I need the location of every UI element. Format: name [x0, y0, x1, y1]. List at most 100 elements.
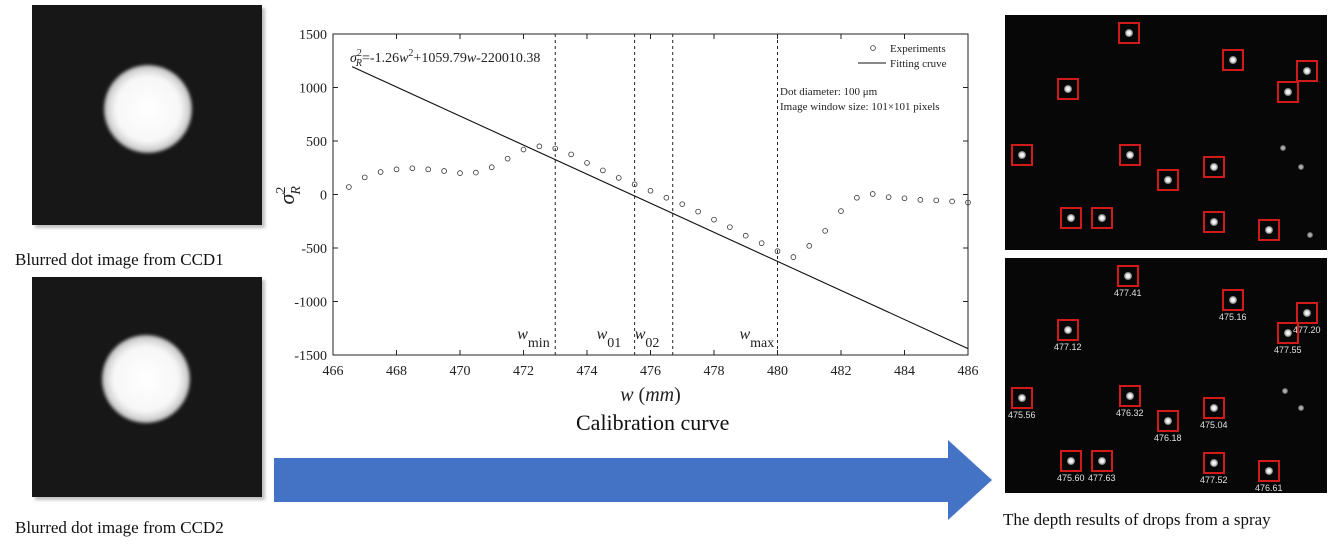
- detected-drop-box: [1060, 207, 1082, 229]
- detected-drop-box: [1222, 289, 1244, 311]
- detected-drop-box: [1057, 319, 1079, 341]
- drop-dot: [1018, 151, 1026, 159]
- legend-fitting: Fitting cruve: [890, 58, 947, 70]
- blurred-dot: [104, 65, 192, 153]
- experiment-point: [425, 166, 432, 173]
- calibration-caption: Calibration curve: [576, 410, 730, 435]
- vline-label-min: wmin: [517, 326, 549, 351]
- fitting-curve: [351, 66, 969, 350]
- experiment-point: [568, 151, 574, 158]
- x-tick-label: 466: [323, 364, 344, 379]
- experiment-point: [822, 228, 828, 234]
- x-tick-label: 472: [513, 364, 534, 379]
- vline-label-01: w01: [597, 326, 622, 351]
- experiment-point: [679, 201, 686, 207]
- experiment-point: [377, 169, 384, 175]
- detected-drop-box: [1258, 219, 1280, 241]
- drop-depth-label: 476.32: [1116, 408, 1144, 418]
- ccd1-caption: Blurred dot image from CCD1: [15, 250, 224, 269]
- experiment-point: [584, 160, 590, 166]
- drop-depth-label: 475.56: [1008, 410, 1036, 420]
- drop-dot: [1067, 457, 1075, 465]
- fit-equation: σ2 R=-1.26w2+1059.79w-220010.38: [350, 48, 540, 69]
- detected-drop-box: [1157, 169, 1179, 191]
- plot-frame: [332, 33, 969, 356]
- experiment-point: [441, 168, 447, 174]
- drop-dot: [1064, 85, 1072, 93]
- experiment-point: [615, 175, 622, 181]
- process-arrow-head: [948, 440, 992, 520]
- drop-dot: [1265, 226, 1273, 234]
- detected-drop-box: [1296, 60, 1318, 82]
- drop-dot: [1124, 272, 1132, 280]
- experiment-point: [457, 170, 463, 176]
- experiment-point: [695, 208, 701, 215]
- spray-drops-detected: [1005, 15, 1327, 250]
- drop-dot: [1303, 67, 1311, 75]
- experiment-point: [742, 232, 749, 239]
- detected-drop-box: [1203, 397, 1225, 419]
- detected-drop-box: [1277, 322, 1299, 344]
- experiment-point: [711, 216, 717, 223]
- x-tick-label: 476: [640, 364, 661, 379]
- vline-label-max: wmax: [740, 326, 775, 351]
- drop-depth-label: 477.41: [1114, 288, 1142, 298]
- experiment-point: [536, 143, 543, 150]
- legend-experiments: Experiments: [890, 43, 946, 55]
- detected-drop-box: [1203, 452, 1225, 474]
- y-tick-label: -500: [301, 242, 327, 257]
- drop-dot: [1303, 309, 1311, 317]
- drop-depth-label: 477.12: [1054, 342, 1082, 352]
- experiment-point: [663, 194, 670, 201]
- experiment-point: [647, 187, 654, 194]
- detected-drop-box: [1296, 302, 1318, 324]
- unboxed-drop-dot: [1298, 164, 1304, 170]
- ccd2-caption: Blurred dot image from CCD2: [15, 518, 224, 537]
- drop-depth-label: 477.63: [1088, 473, 1116, 483]
- detected-drop-box: [1060, 450, 1082, 472]
- annotation-dot-diameter: Dot diameter: 100 μm: [780, 86, 878, 98]
- experiment-point: [727, 224, 733, 230]
- drop-depth-label: 475.04: [1200, 420, 1228, 430]
- drop-dot: [1284, 329, 1292, 337]
- detected-drop-box: [1277, 81, 1299, 103]
- experiment-point: [774, 248, 781, 255]
- drop-dot: [1164, 417, 1172, 425]
- unboxed-drop-dot: [1282, 388, 1288, 394]
- experiment-point: [409, 165, 416, 172]
- experiment-point: [488, 164, 495, 171]
- drop-depth-label: 475.16: [1219, 312, 1247, 322]
- drop-dot: [1265, 467, 1273, 475]
- calibration-chart: 466 468 470 472 474 476 478 480 482 484 486 1500 100…: [274, 28, 979, 406]
- x-tick-label: 474: [577, 364, 598, 379]
- experiment-point: [901, 195, 908, 202]
- detected-drop-box: [1157, 410, 1179, 432]
- legend-experiments-marker: [870, 45, 876, 51]
- drop-depth-label: 476.18: [1154, 433, 1182, 443]
- drop-depth-label: 477.55: [1274, 345, 1302, 355]
- experiment-point: [885, 194, 892, 200]
- experiment-point: [758, 240, 765, 246]
- unboxed-drop-dot: [1307, 232, 1313, 238]
- y-tick-label: -1500: [294, 349, 327, 364]
- x-tick-label: 468: [386, 364, 407, 379]
- spray-drops-depth: 477.41 475.16 477.20 477.12 477.55 475.56 476.…: [1005, 258, 1327, 493]
- detected-drop-box: [1119, 385, 1141, 407]
- ccd1-dot-image: [32, 5, 262, 225]
- annotation-window-size: Image window size: 101×101 pixels: [780, 101, 940, 113]
- x-tick-label: 470: [450, 364, 471, 379]
- detected-drop-box: [1203, 211, 1225, 233]
- drop-dot: [1064, 326, 1072, 334]
- y-tick-label: 1000: [299, 82, 327, 97]
- y-tick-label: 1500: [299, 28, 327, 43]
- drop-dot: [1125, 29, 1133, 37]
- x-tick-label: 486: [958, 364, 979, 379]
- experiment-point: [631, 181, 638, 188]
- detected-drop-box: [1203, 156, 1225, 178]
- detected-drop-box: [1117, 265, 1139, 287]
- experiment-point: [806, 243, 813, 249]
- experiment-point: [473, 169, 479, 176]
- unboxed-drop-dot: [1280, 145, 1286, 151]
- unboxed-drop-dot: [1298, 405, 1304, 411]
- drop-depth-label: 477.20: [1293, 325, 1321, 335]
